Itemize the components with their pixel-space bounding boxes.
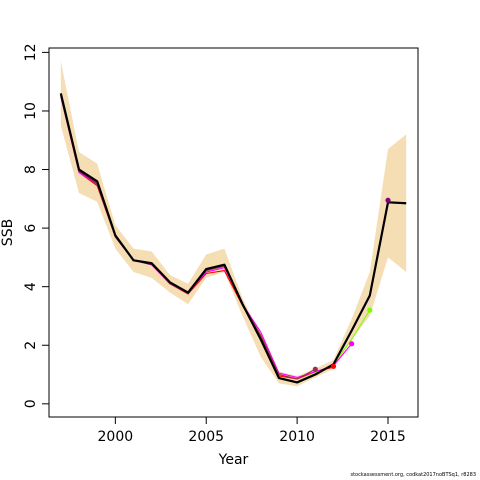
series-end-point-3 — [312, 366, 318, 372]
x-axis-title: Year — [218, 452, 249, 468]
x-tick-label: 2005 — [188, 429, 224, 445]
end-points-layer — [312, 197, 391, 372]
plot-frame — [48, 47, 419, 418]
y-axis: 0 2 4 6 8 10 12 — [23, 43, 49, 408]
x-tick-label: 2015 — [370, 429, 406, 445]
confidence-band-layer — [60, 61, 407, 387]
series-end-point-0 — [330, 363, 337, 369]
series-layer — [59, 93, 407, 384]
series-line-5 — [59, 93, 407, 384]
confidence-band — [60, 61, 407, 387]
y-tick-label: 2 — [23, 341, 39, 350]
series-line-0 — [60, 96, 334, 380]
x-tick-label: 2000 — [98, 429, 134, 445]
y-axis-title: SSB — [0, 219, 16, 246]
y-tick-label: 6 — [23, 224, 39, 233]
series-end-point-1 — [367, 307, 373, 313]
y-tick-label: 12 — [23, 43, 39, 61]
series-line-4 — [60, 94, 389, 383]
y-tick-label: 4 — [23, 282, 39, 291]
x-axis: 2000 2005 2010 2015 — [98, 417, 406, 445]
series-end-point-2 — [349, 341, 355, 347]
series-line-3 — [60, 96, 316, 380]
credit-text: stockassessment.org, codkat2017noBTSq1, … — [350, 472, 476, 478]
series-line-2 — [60, 96, 353, 379]
y-tick-label: 0 — [23, 399, 39, 408]
series-end-point-4 — [385, 197, 391, 203]
y-tick-label: 10 — [23, 102, 39, 120]
series-line-1 — [60, 94, 371, 383]
y-tick-label: 8 — [23, 165, 39, 174]
x-tick-label: 2010 — [279, 429, 315, 445]
